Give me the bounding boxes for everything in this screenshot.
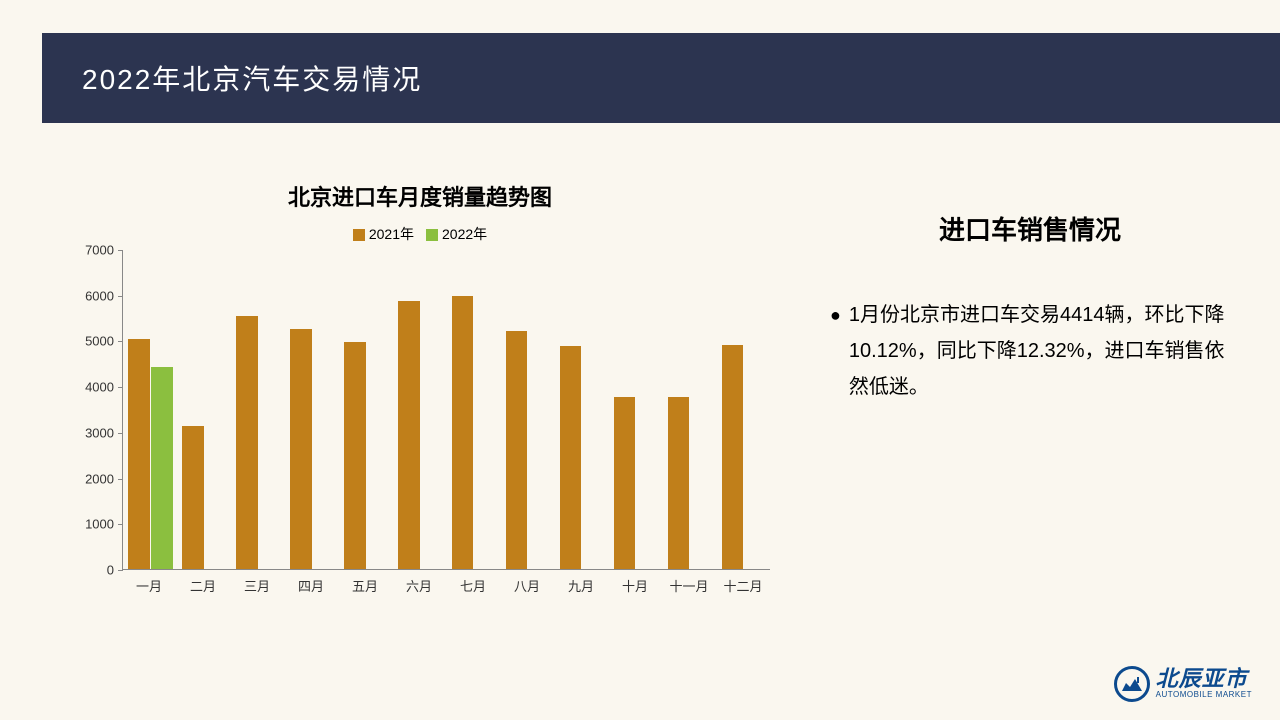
month-slot: [231, 250, 285, 569]
month-slot: [554, 250, 608, 569]
x-tick-label: 一月: [122, 576, 176, 595]
legend-swatch: [353, 229, 365, 241]
chart-bars: [123, 250, 770, 569]
y-tick-mark: [118, 387, 123, 388]
bullet-dot-icon: ●: [830, 297, 841, 333]
x-tick-label: 八月: [500, 576, 554, 595]
chart-title: 北京进口车月度销量趋势图: [70, 180, 770, 212]
y-tick-label: 1000: [85, 517, 114, 532]
bar: [668, 397, 690, 569]
bullet-text: 1月份北京市进口车交易4414辆，环比下降10.12%，同比下降12.32%，进…: [849, 297, 1230, 405]
bar: [614, 397, 636, 569]
y-tick-label: 7000: [85, 243, 114, 258]
month-slot: [393, 250, 447, 569]
bar: [722, 345, 744, 569]
y-tick-mark: [118, 479, 123, 480]
x-tick-label: 十一月: [662, 576, 716, 595]
right-title: 进口车销售情况: [830, 210, 1230, 247]
month-slot: [662, 250, 716, 569]
y-tick-label: 5000: [85, 334, 114, 349]
y-tick-mark: [118, 570, 123, 571]
y-tick-mark: [118, 296, 123, 297]
right-panel: 进口车销售情况 ● 1月份北京市进口车交易4414辆，环比下降10.12%，同比…: [830, 210, 1230, 405]
legend-item: 2022年: [426, 224, 487, 244]
bar: [560, 346, 582, 569]
bar: [236, 316, 258, 569]
title-bar: 2022年北京汽车交易情况: [42, 33, 1280, 123]
logo-cn: 北辰亚市: [1156, 668, 1252, 690]
month-slot: [447, 250, 501, 569]
y-tick-label: 4000: [85, 380, 114, 395]
bar: [128, 339, 150, 569]
x-tick-label: 十月: [608, 576, 662, 595]
logo: 北辰亚市 AUTOMOBILE MARKET: [1114, 666, 1252, 702]
bullet-item: ● 1月份北京市进口车交易4414辆，环比下降10.12%，同比下降12.32%…: [830, 297, 1230, 405]
x-tick-label: 六月: [392, 576, 446, 595]
x-tick-label: 二月: [176, 576, 230, 595]
x-tick-label: 九月: [554, 576, 608, 595]
month-slot: [500, 250, 554, 569]
legend-label: 2021年: [369, 226, 414, 242]
bar: [182, 426, 204, 569]
x-tick-label: 五月: [338, 576, 392, 595]
legend-item: 2021年: [353, 224, 414, 244]
bar: [344, 342, 366, 569]
y-tick-mark: [118, 341, 123, 342]
y-axis: 01000200030004000500060007000: [70, 250, 120, 570]
legend-swatch: [426, 229, 438, 241]
y-tick-label: 3000: [85, 425, 114, 440]
y-tick-label: 2000: [85, 471, 114, 486]
y-tick-mark: [118, 250, 123, 251]
month-slot: [177, 250, 231, 569]
month-slot: [339, 250, 393, 569]
bar: [452, 296, 474, 569]
chart-legend: 2021年 2022年: [70, 224, 770, 244]
legend-label: 2022年: [442, 226, 487, 242]
month-slot: [608, 250, 662, 569]
bar: [151, 367, 173, 569]
y-tick-mark: [118, 524, 123, 525]
month-slot: [285, 250, 339, 569]
y-tick-mark: [118, 433, 123, 434]
month-slot: [123, 250, 177, 569]
chart-plot-wrap: 01000200030004000500060007000 一月二月三月四月五月…: [122, 250, 770, 595]
bar: [290, 329, 312, 569]
chart-plot: [122, 250, 770, 570]
x-tick-label: 七月: [446, 576, 500, 595]
bar: [506, 331, 528, 569]
x-tick-label: 三月: [230, 576, 284, 595]
y-tick-label: 6000: [85, 288, 114, 303]
x-tick-label: 四月: [284, 576, 338, 595]
logo-icon: [1114, 666, 1150, 702]
chart-container: 北京进口车月度销量趋势图 2021年2022年 0100020003000400…: [70, 180, 770, 660]
month-slot: [716, 250, 770, 569]
logo-text: 北辰亚市 AUTOMOBILE MARKET: [1156, 668, 1252, 700]
bar: [398, 301, 420, 569]
x-tick-label: 十二月: [716, 576, 770, 595]
logo-en: AUTOMOBILE MARKET: [1156, 690, 1252, 700]
x-axis-labels: 一月二月三月四月五月六月七月八月九月十月十一月十二月: [122, 576, 770, 595]
y-tick-label: 0: [107, 563, 114, 578]
page-title: 2022年北京汽车交易情况: [82, 58, 422, 98]
